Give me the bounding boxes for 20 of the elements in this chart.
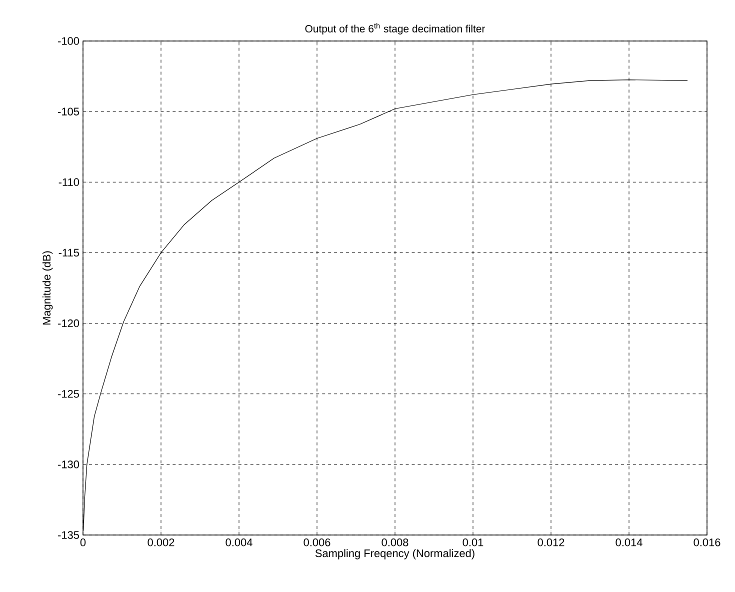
x-tick-label: 0.016 <box>694 538 720 546</box>
y-tick-label: -120 <box>58 319 80 328</box>
y-tick-label: -110 <box>58 178 80 186</box>
x-tick-label: 0.012 <box>538 538 564 546</box>
x-tick-label: 0.004 <box>226 538 252 546</box>
x-tick-label: 0.006 <box>304 538 330 546</box>
y-axis-title: Magnitude (dB) <box>42 251 53 325</box>
x-axis-title: Sampling Freqency (Normalized) <box>315 549 474 560</box>
y-tick-label: -115 <box>58 248 80 257</box>
x-tick-label: 0 <box>80 538 86 546</box>
y-tick-label: -135 <box>58 531 80 539</box>
y-tick-label: -100 <box>58 37 80 45</box>
x-tick-label: 0.014 <box>616 538 642 546</box>
chart-title: Output of the 6$^{th}$ stage decimation filter <box>305 23 486 34</box>
x-tick-label: 0.008 <box>382 538 408 546</box>
y-tick-label: -130 <box>58 460 80 468</box>
y-tick-label: -105 <box>58 108 80 116</box>
x-tick-label: 0.01 <box>462 538 484 546</box>
x-tick-label: 0.002 <box>148 538 174 546</box>
y-tick-label: -125 <box>58 390 80 398</box>
